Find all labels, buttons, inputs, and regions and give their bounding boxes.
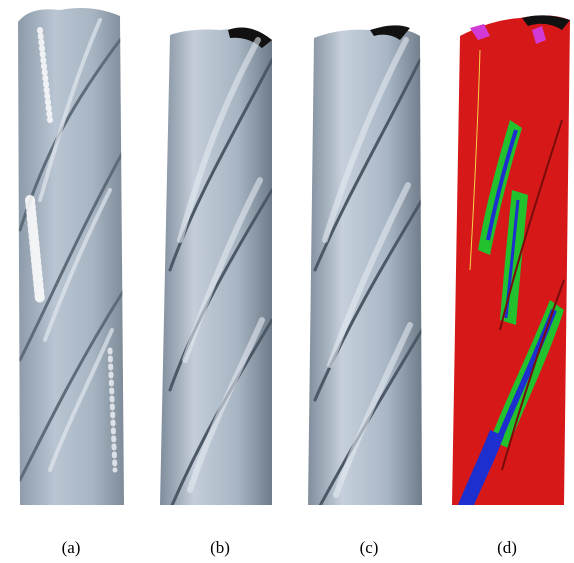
- panel-b-drill-smooth: [150, 0, 290, 520]
- panel-c-drill-smooth: [300, 0, 440, 520]
- caption-a: (a): [61, 538, 81, 557]
- caption-d: (d): [497, 538, 517, 557]
- panel-d-drill-segmented: [450, 0, 574, 520]
- panel-a-drill-raw-scan: [0, 0, 140, 520]
- caption-b: (b): [210, 538, 230, 557]
- caption-c: (c): [359, 538, 379, 557]
